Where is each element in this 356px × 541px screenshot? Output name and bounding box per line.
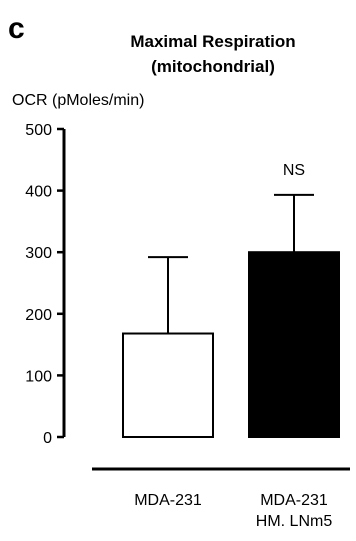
panel-label: c (8, 12, 25, 45)
y-tick-label: 200 (25, 307, 52, 324)
significance-annotation: NS (283, 162, 305, 179)
bar-2 (248, 251, 340, 438)
y-tick-label: 0 (43, 430, 52, 447)
bar-1 (122, 332, 214, 438)
y-axis-label: OCR (pMoles/min) (12, 92, 144, 109)
error-bars (148, 193, 314, 334)
annotations: NS (283, 162, 305, 179)
x-category-label: HM. LNm5 (256, 513, 333, 530)
chart-title-line-1: Maximal Respiration (130, 32, 295, 51)
x-category-label: MDA-231 (134, 492, 202, 509)
y-axis-ticks: 0 100 200 300 400 500 (25, 122, 64, 447)
chart-title-line-2: (mitochondrial) (151, 57, 275, 76)
x-category-label: MDA-231 (260, 492, 328, 509)
y-tick-label: 100 (25, 368, 52, 385)
y-tick-label: 300 (25, 245, 52, 262)
y-tick-label: 400 (25, 184, 52, 201)
y-tick-label: 500 (25, 122, 52, 139)
bars (122, 251, 340, 438)
x-axis-labels: MDA-231 MDA-231 HM. LNm5 (134, 492, 332, 530)
